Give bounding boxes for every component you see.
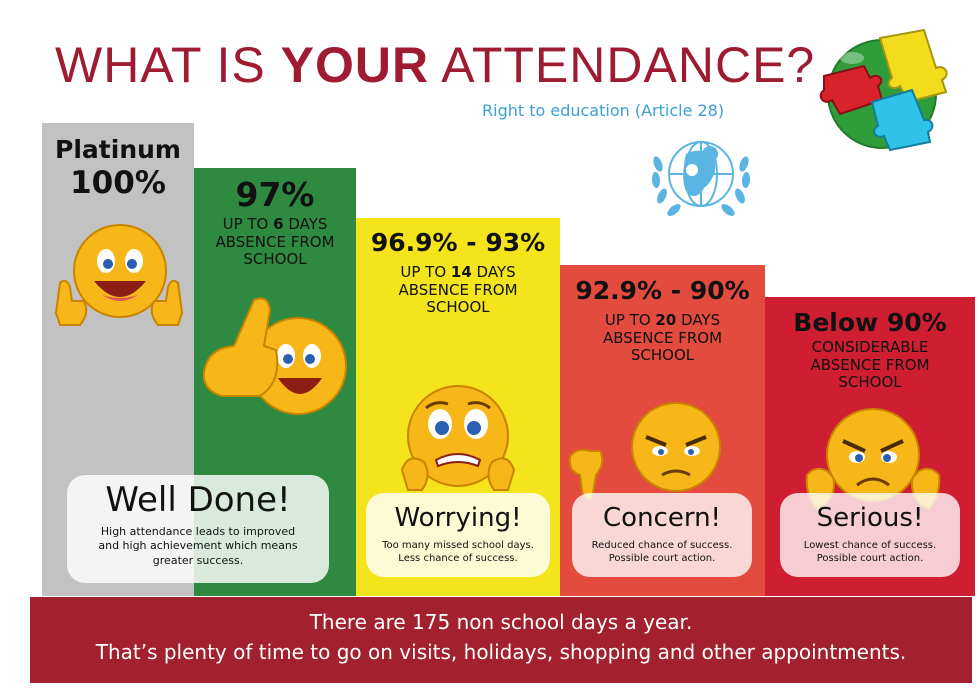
footer-banner: There are 175 non school days a year. Th…	[30, 597, 972, 683]
card-text: High attendance leads to improved and hi…	[98, 525, 298, 567]
card-text: Too many missed school days. Less chance…	[382, 540, 534, 564]
card-serious: Serious! Lowest chance of success. Possi…	[780, 493, 960, 577]
level-detail: UP TO 14 DAYS ABSENCE FROM SCHOOL	[398, 263, 518, 317]
level-detail: UP TO 20 DAYS ABSENCE FROM SCHOOL	[602, 311, 723, 365]
subtitle: Right to education (Article 28)	[482, 101, 725, 120]
thumbs-up-smiley-icon	[202, 297, 347, 415]
level-detail: CONSIDERABLE ABSENCE FROM SCHOOL	[810, 338, 930, 392]
footer-line-2: That’s plenty of time to go on visits, h…	[95, 640, 907, 664]
worried-smiley-icon	[400, 385, 516, 491]
unicef-logo-icon	[651, 141, 751, 216]
level-percentage: Below 90%	[793, 308, 947, 337]
level-label: Platinum	[55, 135, 181, 164]
card-worrying: Worrying! Too many missed school days. L…	[366, 493, 550, 577]
level-percentage: 97%	[235, 175, 315, 214]
level-percentage: 100%	[70, 165, 166, 201]
footer-line-1: There are 175 non school days a year.	[309, 610, 693, 634]
card-text: Reduced chance of success. Possible cour…	[591, 540, 733, 564]
title-text: WHAT IS	[55, 37, 281, 93]
title-text-end: ATTENDANCE?	[429, 37, 816, 93]
page-title: WHAT IS YOUR ATTENDANCE?	[55, 40, 815, 90]
card-title: Concern!	[603, 503, 721, 533]
card-text: Lowest chance of success. Possible court…	[803, 540, 937, 564]
thumbs-up-smiley-icon	[54, 224, 184, 326]
level-percentage: 92.9% - 90%	[575, 276, 750, 305]
level-percentage: 96.9% - 93%	[370, 228, 546, 257]
angry-smiley-icon	[568, 402, 721, 501]
card-title: Worrying!	[394, 503, 522, 533]
title-emphasis: YOUR	[280, 37, 430, 93]
card-well-done: Well Done! High attendance leads to impr…	[67, 475, 329, 583]
card-title: Well Done!	[105, 480, 291, 520]
card-concern: Concern! Reduced chance of success. Poss…	[572, 493, 752, 577]
card-title: Serious!	[816, 503, 924, 533]
level-detail: UP TO 6 DAYS ABSENCE FROM SCHOOL	[215, 215, 335, 269]
puzzle-globe-icon	[819, 28, 948, 152]
